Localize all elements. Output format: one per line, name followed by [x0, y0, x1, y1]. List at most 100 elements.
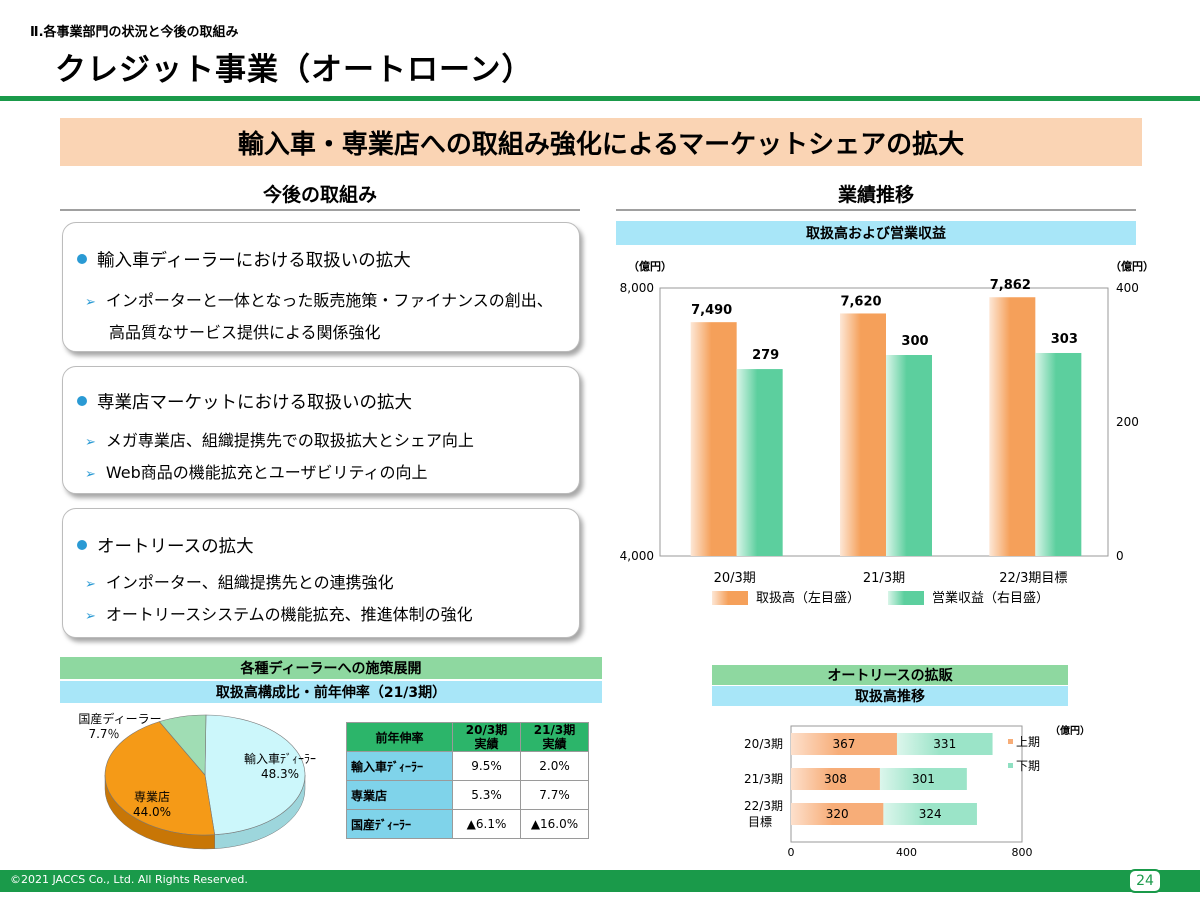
right-tick-label: 0 [1116, 549, 1124, 563]
main-combo-chart: （億円） （億円） 8,000 4,000 400 200 0 7,490 279 7,6… [620, 259, 1154, 606]
section-label: Ⅱ.各事業部門の状況と今後の取組み [30, 25, 239, 40]
right-column-rule [616, 209, 1136, 211]
table-col-head: 21/3期 実績 [520, 722, 589, 752]
lease-stacked-chart: （億円） 367 331 308 301 320 324 20/3期 21/3期 22/3期目… [744, 724, 1090, 859]
lease-tick-label: 400 [896, 846, 917, 859]
bar-volume-label: 7,862 [990, 278, 1031, 293]
lease-bar-second-half [883, 803, 977, 825]
legend-swatch-second-half [1008, 763, 1013, 768]
pie-slice [104, 721, 216, 836]
lease-tick-label: 0 [788, 846, 795, 859]
arrow-bullet-icon: ➢ [85, 435, 96, 450]
table-row: 国産ﾃﾞｨｰﾗｰ ▲6.1% ▲16.0% [346, 809, 589, 839]
arrow-bullet-icon: ➢ [85, 609, 96, 624]
lease-bar-label: 308 [824, 772, 847, 786]
growth-rate-table: 前年伸率 20/3期 実績 21/3期 実績 輸入車ﾃﾞｨｰﾗｰ 9.5% 2.0%… [346, 722, 589, 839]
pie-label: 専業店 [134, 790, 170, 804]
lease-category-label: 21/3期 [744, 772, 783, 786]
table-row: 輸入車ﾃﾞｨｰﾗｰ 9.5% 2.0% [346, 751, 589, 781]
lease-bar-second-half [879, 768, 967, 790]
table-cell: 5.3% [452, 780, 521, 810]
initiative-box-3: オートリースの拡大 ➢ インポーター、組織提携先との連携強化 ➢ オートリースシステ… [62, 508, 580, 638]
lease-unit: （億円） [1050, 724, 1090, 737]
lease-section-subtitle: 取扱高推移 [712, 686, 1068, 706]
bar-revenue-label: 279 [752, 348, 779, 363]
lease-category-label: 目標 [748, 815, 772, 829]
right-axis-unit: （億円） [1110, 259, 1154, 273]
bar-volume [690, 322, 737, 556]
right-tick-label: 400 [1116, 281, 1139, 295]
lease-bar-label: 331 [933, 737, 956, 751]
initiative-item: Web商品の機能拡充とユーザビリティの向上 [105, 463, 428, 482]
left-axis-unit: （億円） [628, 259, 672, 273]
lease-bar-first-half [791, 733, 897, 755]
legend-label-first-half: 上期 [1016, 735, 1040, 749]
pie-value-label: 48.3% [261, 767, 299, 781]
lease-category-label: 20/3期 [744, 737, 783, 751]
bar-revenue [736, 369, 783, 556]
table-cell: 9.5% [452, 751, 521, 781]
dealer-section-title: 各種ディーラーへの施策展開 [60, 657, 602, 679]
legend-swatch-first-half [1008, 739, 1013, 744]
footer-bar [0, 870, 1200, 892]
lease-bar-second-half [896, 733, 993, 755]
lease-bar-label: 324 [919, 807, 942, 821]
bar-volume-label: 7,620 [840, 294, 881, 309]
page-number: 24 [1128, 869, 1162, 893]
category-label: 21/3期 [863, 571, 905, 586]
left-column-rule [60, 209, 580, 211]
lease-category-label: 22/3期 [744, 799, 783, 813]
lease-section-title: オートリースの拡販 [712, 665, 1068, 685]
arrow-bullet-icon: ➢ [85, 577, 96, 592]
bar-revenue-label: 300 [901, 334, 928, 349]
table-cell: ▲16.0% [520, 809, 589, 839]
lease-bar-label: 301 [912, 772, 935, 786]
initiative-item: 高品質なサービス提供による関係強化 [109, 323, 381, 342]
table-col-head: 20/3期 実績 [452, 722, 521, 752]
initiative-title: 輸入車ディーラーにおける取扱いの拡大 [97, 251, 411, 271]
pie-slice [204, 714, 306, 836]
bullet-dot-icon [77, 396, 87, 406]
theme-banner: 輸入車・専業店への取組み強化によるマーケットシェアの拡大 [60, 118, 1142, 166]
legend-label-second-half: 下期 [1016, 759, 1040, 773]
title-divider [0, 96, 1200, 101]
bar-volume [840, 313, 886, 556]
table-cell: 2.0% [520, 751, 589, 781]
copyright: ©2021 JACCS Co., Ltd. All Rights Reserve… [10, 873, 248, 886]
bar-revenue [886, 355, 932, 556]
initiative-item: オートリースシステムの機能拡充、推進体制の強化 [105, 605, 473, 624]
initiative-box-2: 専業店マーケットにおける取扱いの拡大 ➢ メガ専業店、組織提携先での取扱拡大とシェ… [62, 366, 580, 494]
pie-label: 輸入車ﾃﾞｨｰﾗｰ [244, 751, 316, 766]
category-label: 20/3期 [714, 571, 756, 586]
lease-bar-label: 320 [826, 807, 849, 821]
initiative-item: インポーターと一体となった販売施策・ファイナンスの創出、 [105, 291, 553, 310]
legend-swatch-revenue [888, 591, 924, 605]
table-cell: 7.7% [520, 780, 589, 810]
legend-swatch-volume [712, 591, 748, 605]
bar-volume [989, 297, 1036, 556]
arrow-bullet-icon: ➢ [85, 295, 96, 310]
right-tick-label: 200 [1116, 415, 1139, 429]
initiative-title: オートリースの拡大 [97, 537, 254, 557]
lease-bar-first-half [791, 803, 884, 825]
left-tick-label: 4,000 [620, 549, 654, 563]
right-column-heading: 業績推移 [837, 184, 914, 206]
initiative-title: 専業店マーケットにおける取扱いの拡大 [97, 393, 412, 413]
table-row-label: 輸入車ﾃﾞｨｰﾗｰ [346, 751, 453, 781]
main-chart-title: 取扱高および営業収益 [616, 221, 1136, 245]
legend-label-revenue: 営業収益（右目盛） [932, 590, 1049, 606]
bullet-dot-icon [77, 540, 87, 550]
lease-tick-label: 800 [1012, 846, 1033, 859]
dealer-section-subtitle: 取扱高構成比・前年伸率（21/3期） [60, 681, 602, 703]
bar-revenue-label: 303 [1051, 332, 1078, 347]
legend-label-volume: 取扱高（左目盛） [756, 590, 860, 606]
table-row-label: 専業店 [346, 780, 453, 810]
bar-volume-label: 7,490 [691, 303, 732, 318]
bullet-dot-icon [77, 254, 87, 264]
initiative-item: インポーター、組織提携先との連携強化 [105, 573, 394, 592]
table-cell: ▲6.1% [452, 809, 521, 839]
arrow-bullet-icon: ➢ [85, 467, 96, 482]
page-title: クレジット事業（オートローン） [55, 52, 534, 88]
left-column-heading: 今後の取組み [262, 184, 377, 206]
